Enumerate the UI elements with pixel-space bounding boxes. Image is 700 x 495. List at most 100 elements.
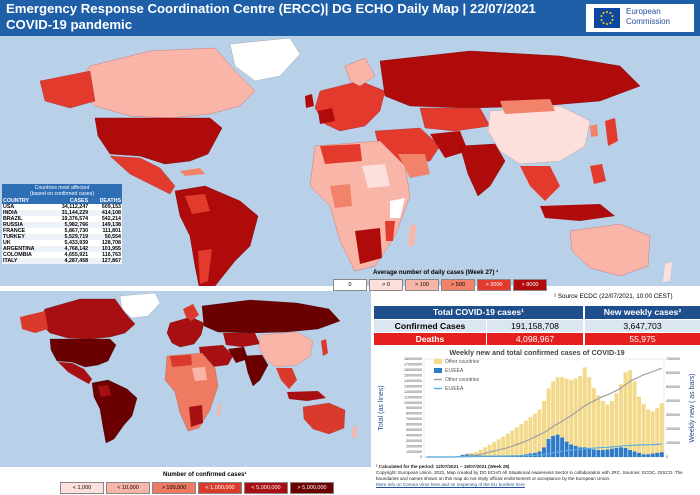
table-cell: 609,153 bbox=[101, 204, 121, 210]
daily-cases-world-map[interactable]: Countries most affected (based on confir… bbox=[0, 36, 700, 291]
table-cell: 4,655,921 bbox=[64, 252, 89, 258]
bar bbox=[623, 372, 628, 448]
legend-swatch bbox=[434, 359, 442, 364]
bar bbox=[564, 441, 569, 457]
summary-panel: Total COVID-19 cases¹ New weekly cases² … bbox=[374, 306, 700, 346]
legend-item: > 5,000,000 bbox=[290, 482, 334, 494]
table-cell: INDIA bbox=[3, 210, 18, 216]
legend-title: Average number of daily cases (Week 27) … bbox=[373, 269, 499, 276]
bar bbox=[650, 411, 655, 454]
y-tick-label: 50000000 bbox=[406, 428, 422, 432]
map-subtitle: COVID-19 pandemic bbox=[6, 17, 133, 32]
table-row: RUSSIA 5,982,766 149,138 bbox=[2, 222, 122, 228]
bar bbox=[573, 445, 578, 457]
bar bbox=[637, 396, 642, 453]
legend-item: < 1,000 bbox=[60, 482, 104, 494]
y2-tick-label: 2000000 bbox=[666, 427, 680, 431]
y2-tick-label: 1000000 bbox=[666, 441, 680, 445]
bar bbox=[600, 450, 605, 457]
bar bbox=[483, 447, 488, 456]
logo-text: Commission bbox=[626, 17, 671, 26]
bar bbox=[609, 401, 614, 449]
bar bbox=[555, 434, 560, 457]
confirmed-cases-legend: Number of confirmed cases¹ < 1,000 < 10,0… bbox=[0, 471, 371, 495]
y-tick-label: 20000000 bbox=[406, 444, 422, 448]
bar bbox=[510, 430, 515, 456]
table-cell: 111,801 bbox=[102, 228, 121, 234]
footnotes: ² Calculated for the period: 12/07/2021 … bbox=[376, 464, 698, 488]
bar bbox=[551, 381, 556, 436]
table-cell: 34,112,247 bbox=[61, 204, 89, 210]
y-tick-label: 40000000 bbox=[406, 433, 422, 437]
world-map-graphic bbox=[0, 37, 700, 291]
table-cell: 31,144,229 bbox=[61, 210, 89, 216]
caption-line: Countries most affected bbox=[34, 185, 90, 191]
table-cell: 4,287,458 bbox=[64, 258, 89, 264]
bar bbox=[659, 452, 664, 457]
bar bbox=[537, 451, 542, 457]
table-row: USA 34,112,247 609,153 bbox=[2, 204, 122, 210]
bar bbox=[501, 436, 506, 457]
y-tick-label: 140000000 bbox=[404, 379, 422, 383]
weekly-cases-header: New weekly cases² bbox=[585, 306, 700, 319]
weekly-cases-chart: Weekly new and total confirmed cases of … bbox=[378, 348, 696, 459]
column-header: DEATHS bbox=[99, 198, 121, 204]
weekly-cases-chart-panel: Weekly new and total confirmed cases of … bbox=[374, 347, 700, 464]
confirmed-cases-label: Confirmed Cases bbox=[374, 320, 486, 332]
bar bbox=[542, 447, 546, 457]
y-axis-label: Total (as lines) bbox=[378, 385, 385, 430]
table-cell: TURKEY bbox=[3, 234, 25, 240]
bar bbox=[582, 367, 587, 448]
table-row: FRANCE 5,867,730 111,801 bbox=[2, 228, 122, 234]
legend-swatches: 0 > 0 > 100 > 500 > 2000 > 8000 bbox=[333, 279, 547, 291]
table-row: ITALY 4,287,458 127,867 bbox=[2, 258, 122, 264]
confirmed-cases-world-map[interactable] bbox=[0, 291, 371, 471]
table-cell: 127,867 bbox=[101, 258, 121, 264]
bar bbox=[469, 453, 474, 455]
bar bbox=[555, 377, 560, 435]
table-cell: 19,376,574 bbox=[61, 216, 89, 222]
most-affected-table: COUNTRY CASES DEATHS USA 34,112,247 609,153 I… bbox=[2, 198, 122, 264]
legend-item: > 8000 bbox=[513, 279, 547, 291]
y-tick-label: 100000000 bbox=[404, 401, 422, 405]
legend-swatch bbox=[434, 368, 442, 373]
bar bbox=[587, 377, 592, 449]
bar bbox=[582, 447, 587, 457]
table-row: COLOMBIA 4,655,921 116,763 bbox=[2, 252, 122, 258]
bar bbox=[514, 427, 519, 456]
european-commission-logo: European Commission bbox=[586, 4, 694, 32]
bar bbox=[637, 452, 642, 457]
bar bbox=[560, 377, 565, 438]
caption-line: (based on confirmed cases) bbox=[29, 191, 94, 197]
most-affected-table-panel: Countries most affected (based on confir… bbox=[2, 184, 122, 264]
table-cell: 5,982,766 bbox=[64, 222, 89, 228]
legend-label: EU/EEA bbox=[445, 368, 464, 374]
table-cell: RUSSIA bbox=[3, 222, 24, 228]
more-info-link[interactable]: More info on Corona Virus here and on re… bbox=[376, 482, 525, 487]
y-tick-label: 80000000 bbox=[406, 412, 422, 416]
table-cell: 101,955 bbox=[101, 246, 121, 252]
y-tick-label: 180000000 bbox=[404, 357, 422, 361]
legend-item: < 1,000,000 bbox=[198, 482, 242, 494]
table-cell: COLOMBIA bbox=[3, 252, 32, 258]
y2-tick-label: 6000000 bbox=[666, 371, 680, 375]
y-tick-label: 150000000 bbox=[404, 374, 422, 378]
table-row: BRAZIL 19,376,574 542,214 bbox=[2, 216, 122, 222]
bar bbox=[596, 395, 601, 450]
daily-cases-legend: Average number of daily cases (Week 27) … bbox=[333, 269, 700, 291]
bar bbox=[564, 378, 569, 442]
y2-tick-label: 0 bbox=[666, 455, 668, 459]
table-cell: 5,867,730 bbox=[64, 228, 89, 234]
y-tick-label: 120000000 bbox=[404, 390, 422, 394]
bar bbox=[600, 401, 605, 450]
bar bbox=[619, 447, 623, 457]
y-tick-label: 70000000 bbox=[406, 417, 422, 421]
bar bbox=[505, 433, 510, 457]
y2-tick-label: 3000000 bbox=[666, 413, 680, 417]
legend-item: > 100,000 bbox=[152, 482, 196, 494]
legend-item: 0 bbox=[333, 279, 367, 291]
bar bbox=[659, 403, 664, 453]
bar bbox=[569, 380, 574, 445]
column-header: COUNTRY bbox=[3, 198, 29, 204]
bar bbox=[655, 408, 660, 453]
